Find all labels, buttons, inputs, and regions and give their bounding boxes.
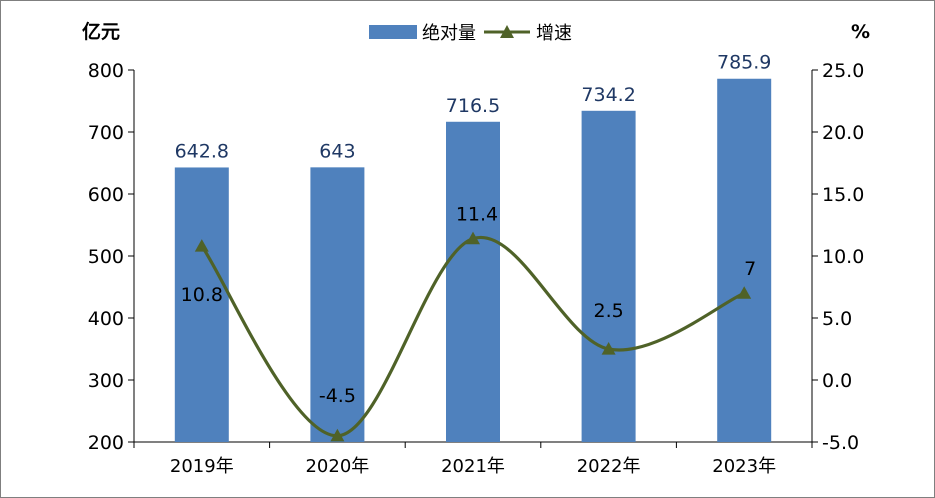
data-labels: 642.8 643 716.5 734.2 785.9 10.8 -4.5 11.4 2.5 7 [175,52,772,407]
x-axis-tick-label: 2022年 [577,456,641,477]
line-value-label: 11.4 [456,204,498,226]
line-point [737,286,752,299]
line-point [601,342,616,355]
x-axis-tick-label: 2021年 [441,456,505,477]
left-axis-tick-label: 500 [88,246,124,268]
bar-value-label: 785.9 [717,52,771,74]
bar [581,110,636,443]
legend-bar-swatch [369,25,417,39]
left-axis-tick-label: 300 [88,370,124,392]
right-axis-tick-label: -5.0 [822,432,859,454]
left-axis-tick-label: 700 [88,122,124,144]
bar-value-label: 716.5 [446,95,500,117]
left-axis-tick-label: 400 [88,308,124,330]
line-point [466,231,480,245]
legend-line-marker [500,25,514,38]
legend-bar-label: 绝对量 [422,23,476,44]
bar [174,167,229,443]
line-point [194,239,209,252]
bar-value-label: 643 [319,140,355,162]
line-value-label: -4.5 [319,385,356,407]
x-axis-tick-label: 2019年 [170,456,234,477]
right-axis-tick-label: 10.0 [822,246,864,268]
bar-value-label: 734.2 [581,84,635,106]
line-value-label: 7 [744,258,756,280]
line-series [194,231,752,442]
chart-axes: 200 300 400 500 600 700 800 -5.0 0.0 5.0 10.0 15.0 2… [88,60,865,477]
right-axis-tick-label: 0.0 [822,370,852,392]
bar-value-label: 642.8 [175,140,229,162]
bar [446,121,500,443]
x-axis-tick-label: 2023年 [712,456,776,477]
right-axis-tick-label: 5.0 [822,308,852,330]
legend-line-label: 增速 [536,23,572,44]
left-axis-tick-label: 800 [88,60,124,82]
bar-series [174,78,772,443]
line-value-label: 2.5 [593,300,623,322]
right-axis-tick-label: 20.0 [822,122,864,144]
right-axis-tick-label: 25.0 [822,60,864,82]
legend: 绝对量 增速 [369,23,572,44]
left-axis-unit: 亿元 [82,20,120,43]
x-axis-tick-label: 2020年 [305,456,369,477]
left-axis-tick-label: 600 [88,184,124,206]
left-axis-tick-label: 200 [88,432,124,454]
right-axis-tick-label: 15.0 [822,184,864,206]
line-value-label: 10.8 [181,284,223,306]
line-point [330,428,345,442]
right-axis-unit: % [851,21,870,43]
bar [717,78,772,442]
bar [310,167,365,442]
growth-line [200,235,745,438]
